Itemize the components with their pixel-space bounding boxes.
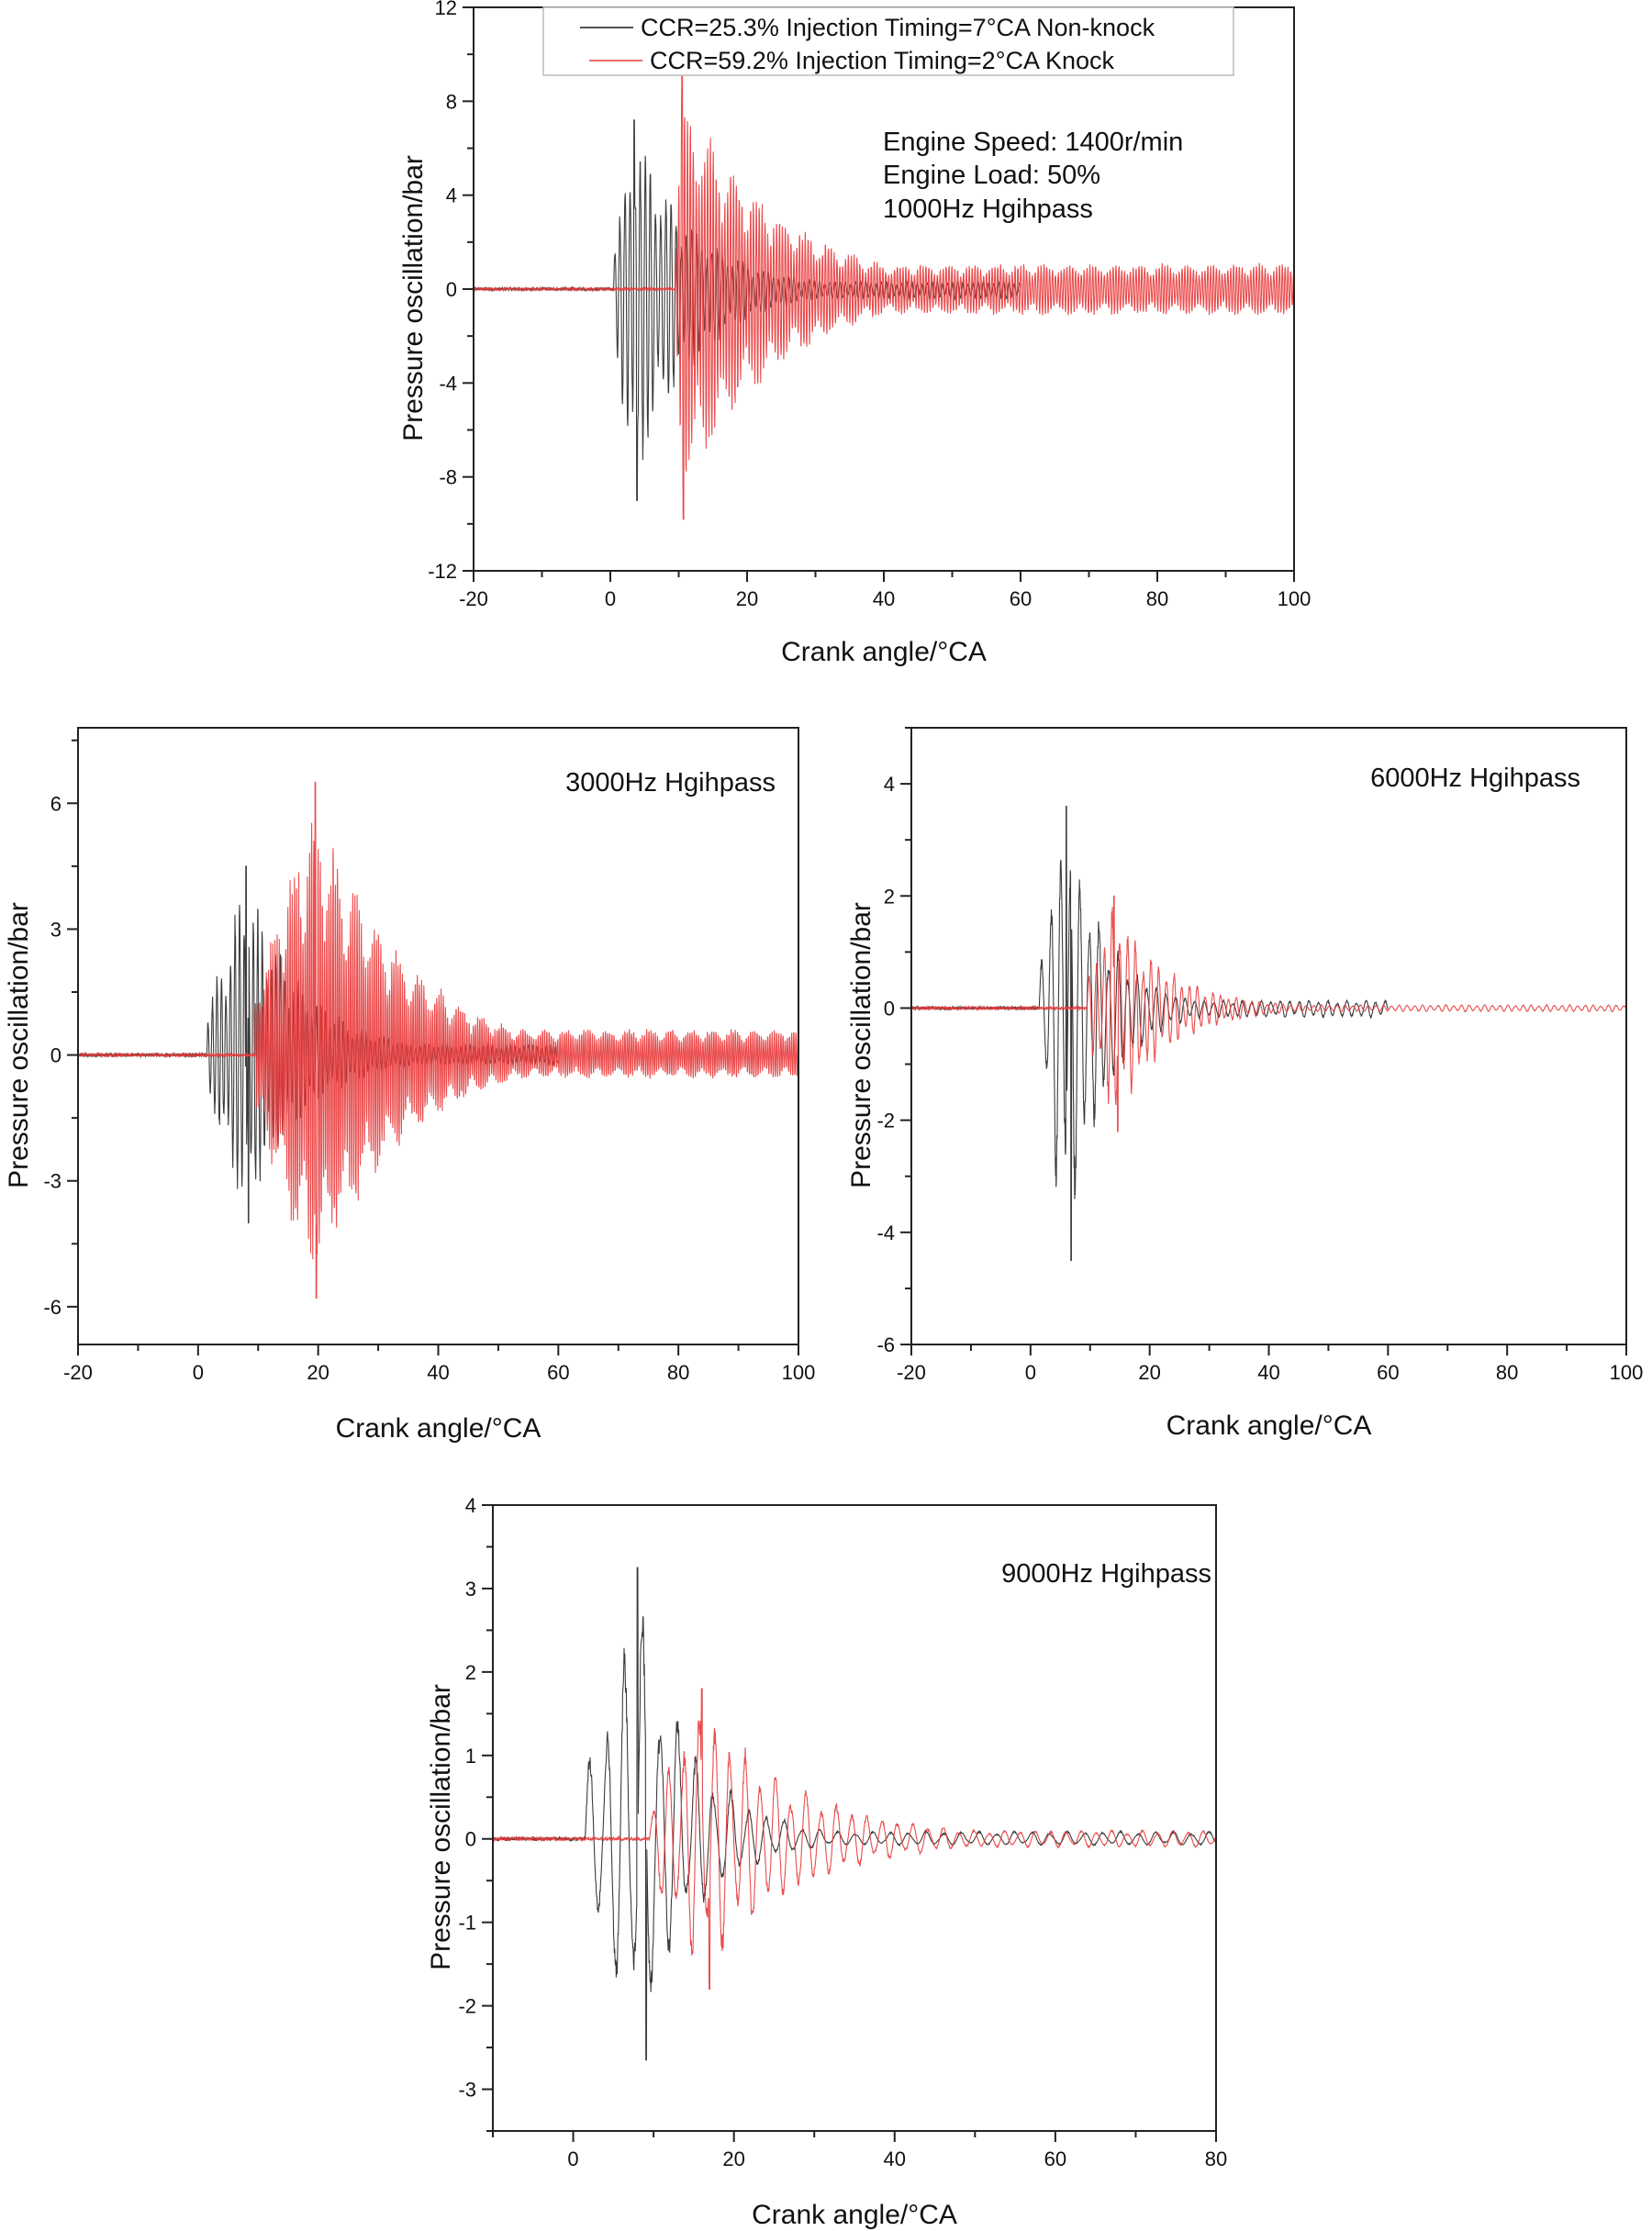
y-tick-label: -8 — [439, 466, 457, 489]
series-knock-line — [911, 895, 1626, 1132]
series-non-knock-line — [493, 1567, 1216, 2061]
x-tick-label: -20 — [63, 1361, 93, 1384]
y-tick-label: -2 — [876, 1110, 895, 1132]
y-tick-label: 8 — [446, 90, 457, 113]
y-tick-label: 3 — [50, 918, 61, 941]
x-tick-label: 60 — [547, 1361, 569, 1384]
x-tick-label: 80 — [1146, 587, 1168, 610]
x-tick-label: 80 — [667, 1361, 689, 1384]
y-tick-label: -2 — [458, 1995, 476, 2018]
x-axis-label: Crank angle/°CA — [1166, 1411, 1372, 1441]
x-tick-label: 60 — [1377, 1361, 1399, 1384]
chart-panel: -20 0 20 40 60 80 100 6 3 0 -3 -6 Crank angle/°CA Pre… — [4, 727, 816, 1444]
y-tick-label: 12 — [435, 0, 457, 19]
x-tick-label: 20 — [307, 1361, 329, 1384]
y-tick-label: 2 — [465, 1661, 476, 1684]
plot-frame — [910, 727, 1627, 1345]
y-tick-label: 3 — [465, 1578, 476, 1601]
y-axis-label: Pressure oscillation/bar — [4, 902, 34, 1188]
chart-annotation: Engine Speed: 1400r/min — [883, 128, 1183, 157]
y-tick-label: 0 — [884, 997, 895, 1020]
y-tick-label: -1 — [458, 1912, 476, 1935]
y-axis-label: Pressure oscillation/bar — [426, 1684, 456, 1970]
y-tick-label: 4 — [465, 1494, 476, 1517]
plot-frame — [492, 1504, 1217, 2132]
x-tick-label: 40 — [873, 587, 895, 610]
y-tick-label: 0 — [50, 1044, 61, 1067]
chart-panel: 0 20 40 60 80 4 3 2 1 0 -1 -2 -3 Crank angle/°CA Press… — [426, 1494, 1227, 2230]
x-tick-label: 0 — [193, 1361, 204, 1384]
x-tick-label: 40 — [884, 2147, 906, 2170]
x-tick-label: -20 — [459, 587, 488, 610]
x-tick-label: 40 — [1257, 1361, 1279, 1384]
x-axis-label: Crank angle/°CA — [336, 1413, 541, 1444]
y-tick-label: -6 — [876, 1333, 895, 1356]
y-tick-label: 4 — [446, 184, 457, 207]
y-tick-label: -3 — [43, 1170, 61, 1193]
y-tick-label: 0 — [446, 278, 457, 301]
y-axis-label: Pressure oscillation/bar — [398, 155, 429, 441]
x-tick-label: 0 — [605, 587, 616, 610]
y-tick-label: -4 — [439, 372, 457, 395]
y-tick-label: 6 — [50, 792, 61, 815]
x-tick-label: 80 — [1205, 2147, 1227, 2170]
chart-annotation: Engine Load: 50% — [883, 161, 1100, 190]
x-tick-label: 60 — [1044, 2147, 1066, 2170]
x-axis-label: Crank angle/°CA — [781, 637, 987, 667]
legend: CCR=25.3% Injection Timing=7°CA Non-knoc… — [542, 6, 1234, 76]
y-tick-label: -3 — [458, 2079, 476, 2102]
chart-annotation: 1000Hz Hgihpass — [883, 195, 1093, 224]
legend-label-knock: CCR=59.2% Injection Timing=2°CA Knock — [650, 47, 1115, 74]
x-tick-label: 20 — [736, 587, 758, 610]
x-tick-label: 60 — [1010, 587, 1032, 610]
y-tick-label: 2 — [884, 885, 895, 908]
y-tick-label: 1 — [465, 1745, 476, 1768]
x-tick-label: 80 — [1496, 1361, 1518, 1384]
y-tick-label: 4 — [884, 773, 895, 796]
series-non-knock-line — [911, 805, 1389, 1261]
y-tick-label: -4 — [876, 1221, 895, 1244]
y-tick-label: -6 — [43, 1296, 61, 1319]
y-tick-label: -12 — [428, 560, 457, 583]
chart-annotation: 6000Hz Hgihpass — [1370, 764, 1580, 793]
x-tick-label: 100 — [1610, 1361, 1644, 1384]
series-knock-line — [78, 781, 798, 1300]
x-tick-label: 100 — [782, 1361, 816, 1384]
x-tick-label: 40 — [427, 1361, 449, 1384]
legend-label-non-knock: CCR=25.3% Injection Timing=7°CA Non-knoc… — [641, 14, 1155, 41]
chart-annotation: 3000Hz Hgihpass — [565, 768, 776, 798]
series-knock-line — [493, 1688, 1216, 1990]
x-tick-label: 0 — [1025, 1361, 1036, 1384]
series-knock-line — [474, 67, 1294, 520]
x-tick-label: 0 — [567, 2147, 578, 2170]
x-tick-label: 100 — [1278, 587, 1312, 610]
y-axis-label: Pressure oscillation/bar — [846, 902, 876, 1188]
x-tick-label: 20 — [1138, 1361, 1160, 1384]
x-axis-label: Crank angle/°CA — [752, 2200, 957, 2230]
x-tick-label: 20 — [722, 2147, 744, 2170]
x-tick-label: -20 — [897, 1361, 926, 1384]
y-tick-label: 0 — [465, 1828, 476, 1851]
chart-annotation: 9000Hz Hgihpass — [1001, 1559, 1211, 1589]
